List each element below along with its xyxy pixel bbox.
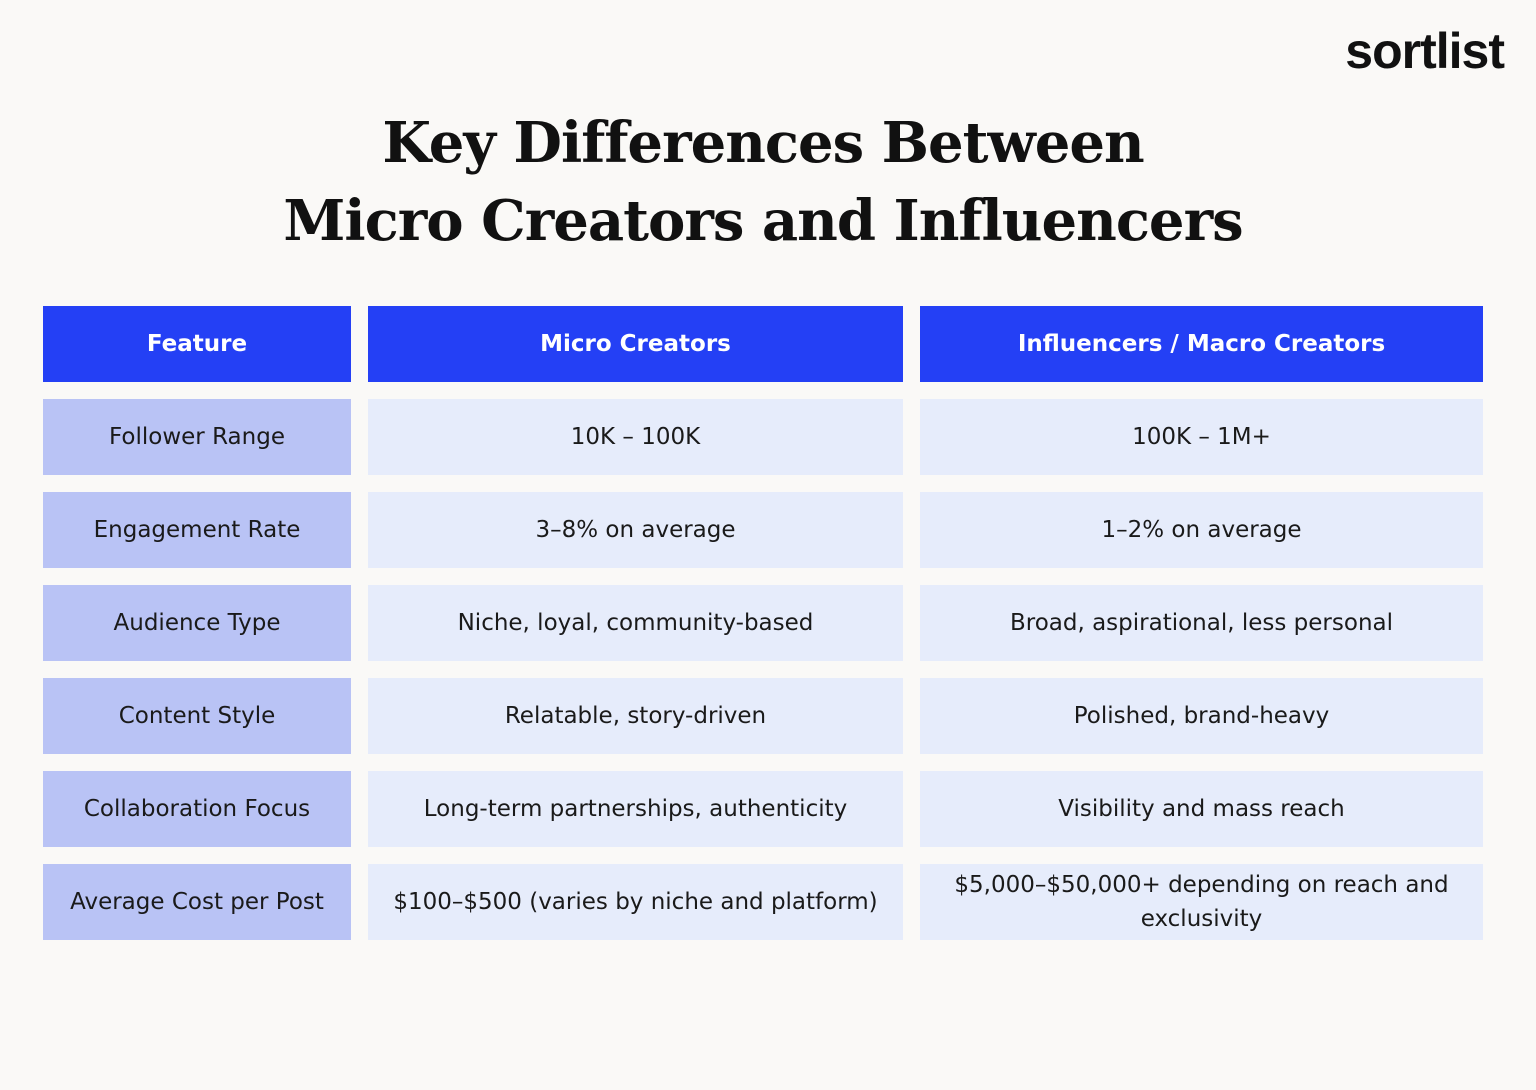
value-cell: Broad, aspirational, less personal [920,585,1483,661]
title: Key Differences Between Micro Creators a… [0,104,1536,260]
title-line: Micro Creators and Influencers [283,188,1243,254]
value-cell: Niche, loyal, community-based [368,585,903,661]
header-cell: Influencers / Macro Creators [920,306,1483,382]
value-cell: Long-term partnerships, authenticity [368,771,903,847]
value-cell: $100–$500 (varies by niche and platform) [368,864,903,940]
title-line: Key Differences Between [382,110,1144,176]
value-cell: 3–8% on average [368,492,903,568]
value-cell: Relatable, story-driven [368,678,903,754]
feature-cell: Follower Range [43,399,351,475]
value-cell: 10K – 100K [368,399,903,475]
header-cell: Feature [43,306,351,382]
value-cell: $5,000–$50,000+ depending on reach and e… [920,864,1483,940]
feature-cell: Content Style [43,678,351,754]
feature-cell: Engagement Rate [43,492,351,568]
logo: sortlist [1345,23,1505,79]
feature-cell: Audience Type [43,585,351,661]
value-cell: Visibility and mass reach [920,771,1483,847]
feature-cell: Average Cost per Post [43,864,351,940]
value-cell: 1–2% on average [920,492,1483,568]
value-cell: 100K – 1M+ [920,399,1483,475]
feature-cell: Collaboration Focus [43,771,351,847]
header-cell: Micro Creators [368,306,903,382]
value-cell: Polished, brand-heavy [920,678,1483,754]
